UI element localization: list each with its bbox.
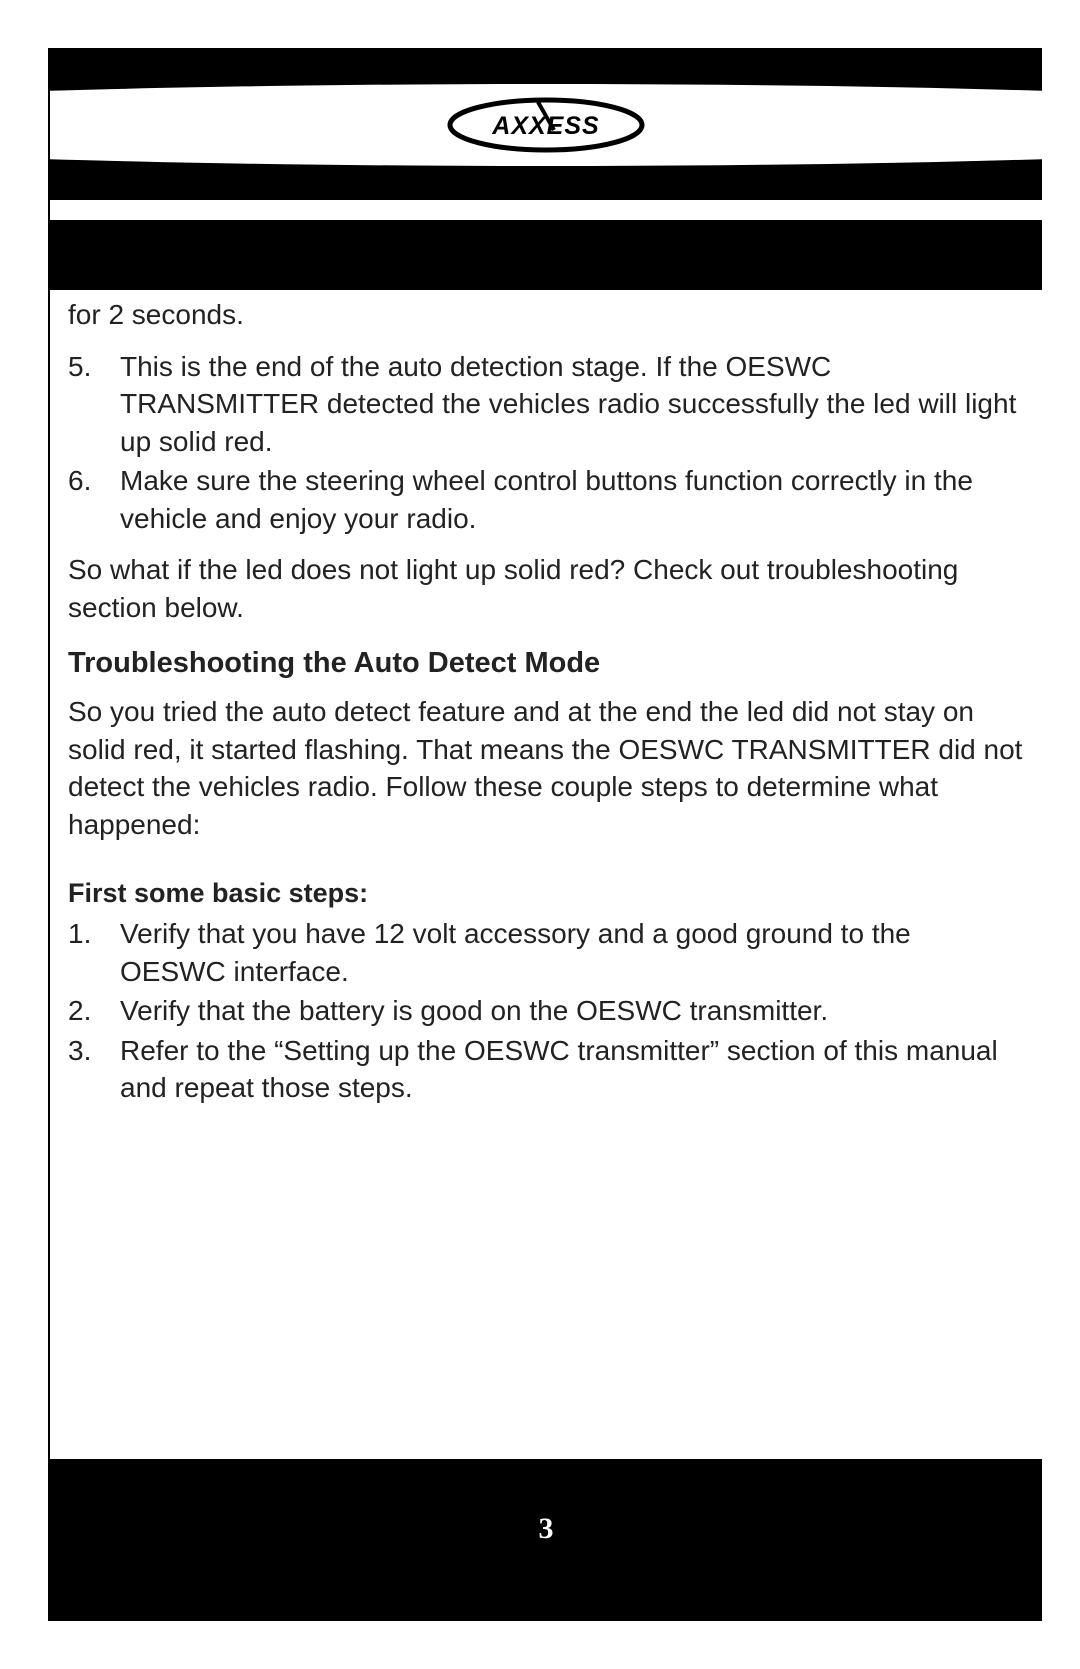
list-item: 6. Make sure the steering wheel control … xyxy=(68,462,1024,537)
list-item-text: Verify that the battery is good on the O… xyxy=(120,992,1024,1030)
troubleshoot-intro: So you tried the auto detect feature and… xyxy=(68,693,1024,843)
troubleshoot-heading: Troubleshooting the Auto Detect Mode xyxy=(68,644,1024,683)
basic-steps-heading: First some basic steps: xyxy=(68,875,1024,911)
list-item-text: This is the end of the auto detection st… xyxy=(120,348,1024,461)
list-item: 2. Verify that the battery is good on th… xyxy=(68,992,1024,1030)
list-item-text: Make sure the steering wheel control but… xyxy=(120,462,1024,537)
instruction-list-continued: 5. This is the end of the auto detection… xyxy=(68,348,1024,538)
list-item-number: 3. xyxy=(68,1032,120,1107)
list-item-number: 5. xyxy=(68,348,120,461)
page-number: 3 xyxy=(539,1512,554,1546)
list-item-text: Verify that you have 12 volt accessory a… xyxy=(120,915,1024,990)
continuation-text: for 2 seconds. xyxy=(68,296,1024,334)
list-item: 1. Verify that you have 12 volt accessor… xyxy=(68,915,1024,990)
brand-logo: AXXESS xyxy=(446,96,646,154)
list-item-number: 2. xyxy=(68,992,120,1030)
list-item-text: Refer to the “Setting up the OESWC trans… xyxy=(120,1032,1024,1107)
header-banner: AXXESS xyxy=(50,50,1042,200)
list-item: 3. Refer to the “Setting up the OESWC tr… xyxy=(68,1032,1024,1107)
axxess-logo-icon: AXXESS xyxy=(446,96,646,154)
list-item-number: 6. xyxy=(68,462,120,537)
basic-steps-list: 1. Verify that you have 12 volt accessor… xyxy=(68,915,1024,1107)
list-item: 5. This is the end of the auto detection… xyxy=(68,348,1024,461)
footer-bar: 3 xyxy=(50,1459,1042,1619)
content-area: for 2 seconds. 5. This is the end of the… xyxy=(50,290,1042,1107)
section-title-bar xyxy=(50,220,1042,290)
note-paragraph: So what if the led does not light up sol… xyxy=(68,551,1024,626)
page-frame: AXXESS for 2 seconds. 5. This is the end… xyxy=(48,48,1042,1621)
list-item-number: 1. xyxy=(68,915,120,990)
